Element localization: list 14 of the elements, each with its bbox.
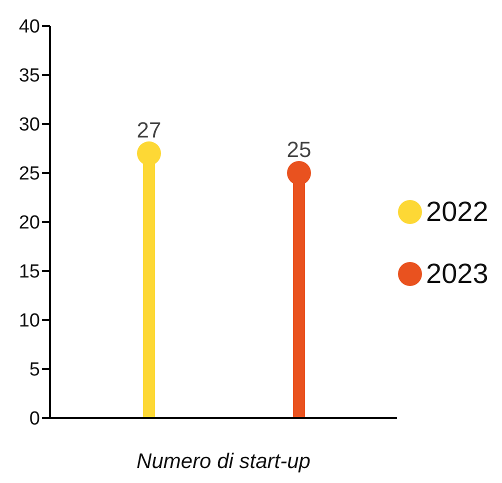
x-axis-title: Numero di start-up	[136, 450, 310, 473]
y-tick-label: 30	[18, 114, 40, 136]
y-tick-label: 25	[18, 164, 40, 185]
y-tick-label: 0	[29, 408, 40, 430]
data-label: 27	[136, 117, 162, 142]
y-tick-label: 20	[18, 212, 40, 234]
data-label: 25	[286, 137, 312, 162]
legend-label: 2023	[426, 258, 488, 290]
y-tick-label: 40	[18, 16, 40, 38]
y-tick-label: 35	[18, 66, 40, 87]
y-tick-label: 10	[18, 310, 40, 332]
y-tick-label: 15	[18, 262, 40, 283]
legend-label: 2022	[426, 196, 488, 228]
y-tick-label: 5	[29, 360, 40, 381]
